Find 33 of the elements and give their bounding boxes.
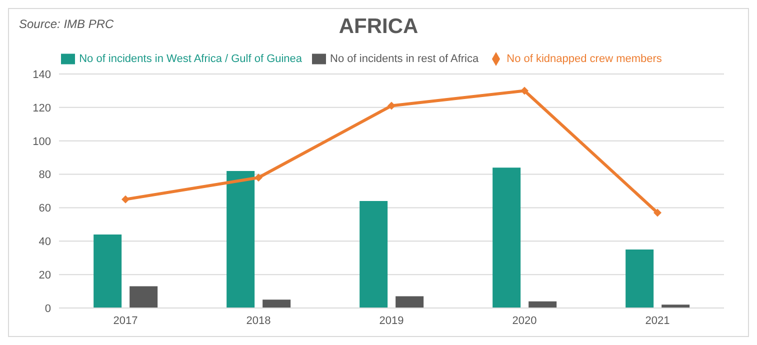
source-note: Source: IMB PRC — [19, 17, 114, 31]
bar — [662, 304, 690, 308]
y-tick-label: 80 — [38, 169, 51, 182]
bar — [226, 170, 255, 308]
x-tick-label: 2020 — [512, 314, 537, 327]
point — [520, 86, 528, 95]
x-tick-label: 2018 — [246, 314, 271, 327]
bar — [360, 201, 388, 308]
legend-label: No of incidents in West Africa / Gulf of Guinea — [79, 52, 302, 65]
bar — [492, 168, 521, 308]
y-tick-label: 20 — [38, 269, 51, 282]
y-tick-label: 100 — [32, 136, 51, 148]
bar — [396, 296, 424, 308]
y-tick-label: 120 — [32, 102, 51, 114]
bar — [262, 300, 291, 308]
point — [122, 195, 130, 204]
point — [654, 208, 662, 217]
x-tick-label: 2019 — [379, 314, 404, 327]
point — [254, 174, 262, 182]
y-tick-label: 140 — [32, 68, 51, 81]
x-tick-label: 2017 — [113, 314, 138, 327]
legend-label: No of incidents in rest of Africa — [330, 52, 479, 65]
x-tick-label: 2021 — [645, 314, 670, 327]
chart-title: AFRICA — [338, 15, 418, 38]
bar — [626, 250, 654, 308]
bar — [528, 301, 557, 308]
legend-label: No of kidnapped crew members — [506, 52, 662, 65]
y-tick-label: 0 — [44, 302, 51, 315]
y-tick-label: 40 — [38, 236, 51, 248]
bar — [130, 286, 158, 308]
bar — [94, 234, 122, 308]
point — [388, 102, 396, 110]
y-tick-label: 60 — [38, 202, 51, 215]
